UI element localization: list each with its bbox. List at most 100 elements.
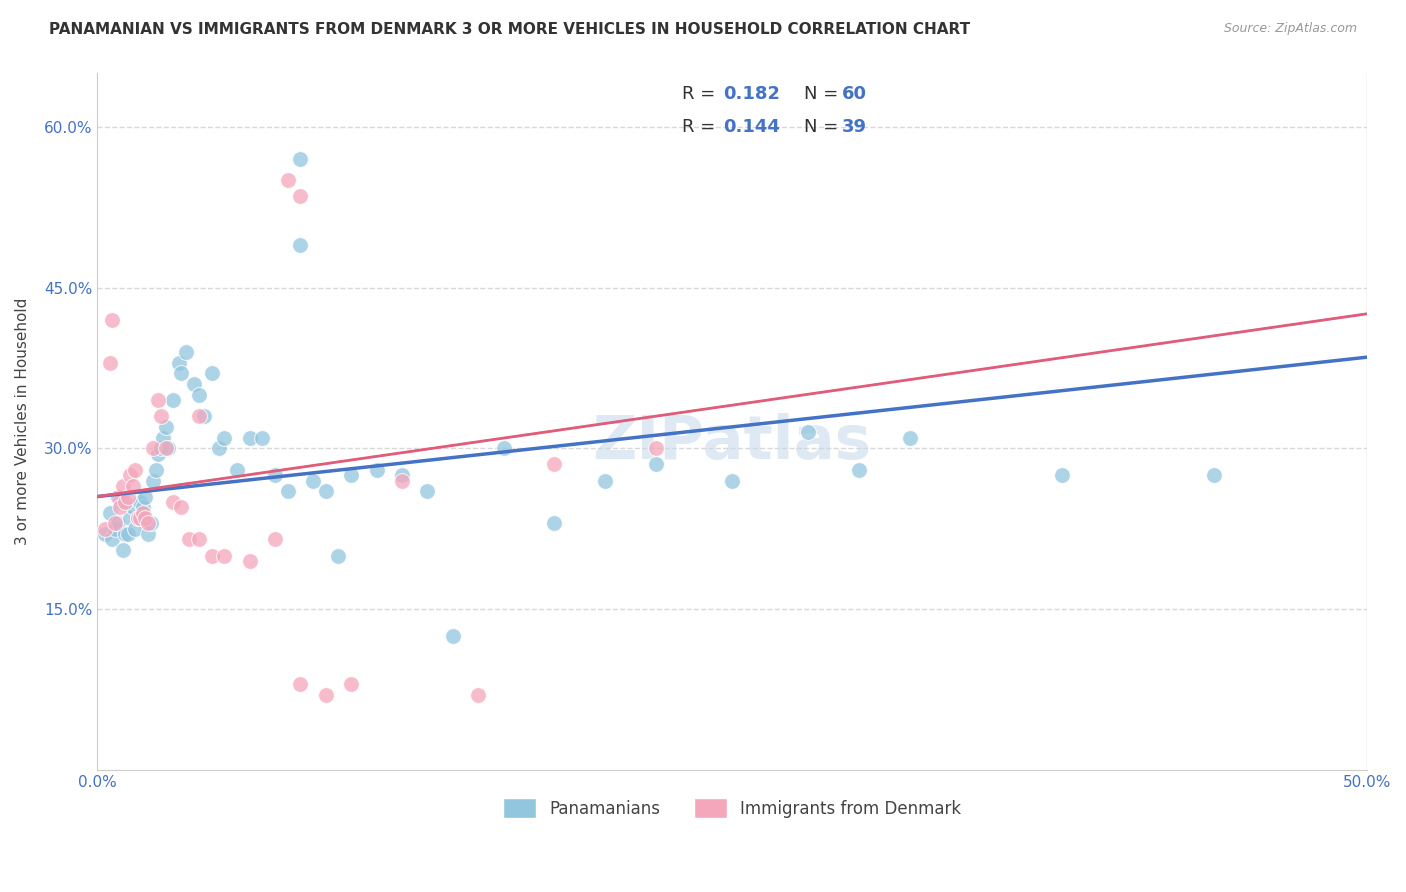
Point <box>315 688 337 702</box>
Text: R =: R = <box>682 118 721 136</box>
Point <box>124 463 146 477</box>
Point <box>170 366 193 380</box>
Point <box>252 431 274 445</box>
Point <box>155 420 177 434</box>
Point <box>107 490 129 504</box>
Text: ZIPatlas: ZIPatlas <box>592 413 872 472</box>
Point <box>644 458 666 472</box>
Point <box>290 189 312 203</box>
Point <box>187 409 209 424</box>
Point <box>114 495 136 509</box>
Point <box>162 393 184 408</box>
Point <box>290 677 312 691</box>
Point <box>149 409 172 424</box>
Point <box>101 312 124 326</box>
Point <box>148 447 170 461</box>
Point <box>183 376 205 391</box>
Point <box>94 522 117 536</box>
Point <box>142 474 165 488</box>
Point <box>543 458 565 472</box>
Point <box>264 533 287 547</box>
Point <box>101 533 124 547</box>
Point <box>155 442 177 456</box>
Point <box>136 516 159 531</box>
Point <box>239 554 262 568</box>
Point <box>149 442 172 456</box>
Point <box>111 479 134 493</box>
Point <box>391 474 413 488</box>
Point <box>328 549 350 563</box>
Point <box>593 474 616 488</box>
Point <box>129 495 152 509</box>
Point <box>108 500 131 515</box>
Text: R =: R = <box>682 85 721 103</box>
Legend: Panamanians, Immigrants from Denmark: Panamanians, Immigrants from Denmark <box>496 792 969 824</box>
Point <box>721 474 744 488</box>
Point <box>441 629 464 643</box>
Point <box>644 442 666 456</box>
Point <box>264 468 287 483</box>
Point <box>277 484 299 499</box>
Point <box>134 490 156 504</box>
Point <box>121 500 143 515</box>
Point <box>898 431 921 445</box>
Point <box>467 688 489 702</box>
Point <box>121 479 143 493</box>
Point <box>127 511 149 525</box>
Point <box>98 355 121 369</box>
Point <box>107 516 129 531</box>
Point <box>104 522 127 536</box>
Point <box>174 344 197 359</box>
Point <box>157 442 180 456</box>
Text: N =: N = <box>804 85 844 103</box>
Point <box>108 495 131 509</box>
Point <box>124 522 146 536</box>
Point <box>142 442 165 456</box>
Point <box>239 431 262 445</box>
Text: PANAMANIAN VS IMMIGRANTS FROM DENMARK 3 OR MORE VEHICLES IN HOUSEHOLD CORRELATIO: PANAMANIAN VS IMMIGRANTS FROM DENMARK 3 … <box>49 22 970 37</box>
Point <box>1204 468 1226 483</box>
Point <box>148 393 170 408</box>
Point <box>200 366 222 380</box>
Point <box>104 516 127 531</box>
Point <box>208 442 231 456</box>
Point <box>848 463 870 477</box>
Point <box>543 516 565 531</box>
Point <box>132 506 155 520</box>
Text: 0.182: 0.182 <box>723 85 780 103</box>
Point <box>129 511 152 525</box>
Point <box>797 425 820 440</box>
Point <box>340 677 363 691</box>
Point <box>117 490 139 504</box>
Point <box>200 549 222 563</box>
Point <box>120 511 142 525</box>
Point <box>366 463 388 477</box>
Point <box>114 527 136 541</box>
Point <box>416 484 439 499</box>
Text: 39: 39 <box>842 118 868 136</box>
Point <box>134 511 156 525</box>
Point <box>162 495 184 509</box>
Point <box>94 527 117 541</box>
Text: Source: ZipAtlas.com: Source: ZipAtlas.com <box>1223 22 1357 36</box>
Point <box>167 355 190 369</box>
Point <box>277 173 299 187</box>
Point <box>193 409 215 424</box>
Point <box>315 484 337 499</box>
Point <box>225 463 247 477</box>
Point <box>127 511 149 525</box>
Text: 60: 60 <box>842 85 868 103</box>
Point <box>290 152 312 166</box>
Point <box>152 431 174 445</box>
Point <box>212 549 235 563</box>
Point <box>340 468 363 483</box>
Point <box>98 506 121 520</box>
Point <box>187 533 209 547</box>
Point <box>187 388 209 402</box>
Point <box>132 500 155 515</box>
Point <box>302 474 325 488</box>
Point <box>170 500 193 515</box>
Point <box>391 468 413 483</box>
Point <box>117 527 139 541</box>
Point <box>212 431 235 445</box>
